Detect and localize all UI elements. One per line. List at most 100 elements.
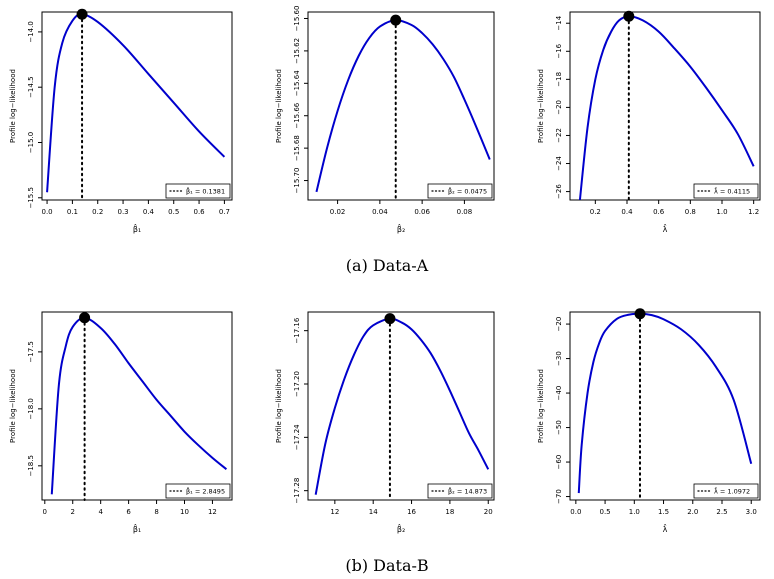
y-axis-title: Profile log−likelihood — [275, 69, 283, 143]
profile-curve — [46, 13, 226, 193]
y-axis-title: Profile log−likelihood — [537, 69, 545, 143]
caption-b: (b) Data-B — [345, 556, 429, 575]
y-axis-title: Profile log−likelihood — [9, 69, 17, 143]
plot-frame — [307, 311, 495, 501]
x-tick-label: 2.5 — [716, 508, 727, 516]
x-tick-label: 1.5 — [658, 508, 669, 516]
y-tick-label: −18 — [555, 72, 563, 87]
y-tick-label: −15.60 — [293, 6, 301, 32]
x-tick-label: 0.5 — [168, 208, 179, 216]
chart-a2: 0.02 0.04 0.06 0.08 −15.70 −15.68 −15.66 −15.64… — [275, 6, 495, 234]
y-tick-label: −30 — [555, 351, 563, 366]
y-tick-label: −17.5 — [27, 341, 35, 362]
x-tick-label: 12 — [208, 508, 217, 516]
x-tick-label: 20 — [484, 508, 493, 516]
x-tick-label: 0.0 — [41, 208, 52, 216]
x-tick-label: 0.2 — [590, 208, 601, 216]
x-tick-label: 6 — [126, 508, 131, 516]
x-tick-label: 10 — [180, 508, 189, 516]
mle-point — [76, 8, 88, 20]
x-tick-label: 8 — [154, 508, 158, 516]
profile-curve — [314, 317, 490, 495]
legend-box — [693, 483, 759, 499]
x-tick-label: 18 — [445, 508, 454, 516]
x-tick-label: 0.08 — [457, 208, 473, 216]
y-tick-label: −17.28 — [293, 478, 301, 504]
mle-point — [623, 10, 635, 22]
chart-b2: 12 14 16 18 20 −17.28 −17.24 −17.20 −17.16 Profil… — [275, 311, 495, 534]
y-tick-label: −20 — [555, 100, 563, 115]
profile-curve — [50, 316, 228, 495]
x-axis-title: β̂₂ — [397, 223, 405, 234]
legend-box — [165, 183, 231, 199]
legend-box — [693, 183, 759, 199]
caption-a: (a) Data-A — [345, 256, 429, 275]
x-tick-label: 0.06 — [414, 208, 430, 216]
plot-frame — [569, 11, 761, 201]
plot-frame — [41, 11, 233, 201]
x-tick-label: 0.7 — [219, 208, 230, 216]
mle-point — [79, 312, 91, 324]
y-tick-label: −40 — [555, 386, 563, 401]
y-tick-label: −70 — [555, 489, 563, 504]
y-tick-label: −15.0 — [27, 132, 35, 153]
y-tick-label: −15.70 — [293, 168, 301, 194]
x-axis-title: λ̂ — [663, 223, 668, 234]
profile-curve — [315, 19, 491, 193]
legend-text: β̂₂ = 14.873 — [448, 486, 487, 495]
y-tick-label: −15.68 — [293, 135, 301, 161]
mle-point — [390, 14, 402, 26]
x-axis-title: β̂₁ — [133, 523, 141, 534]
legend-box — [427, 483, 493, 499]
x-tick-label: 0.02 — [330, 208, 346, 216]
y-tick-label: −14.5 — [27, 76, 35, 97]
x-tick-label: 0.4 — [143, 208, 155, 216]
x-tick-label: 0 — [43, 508, 47, 516]
legend-text: β̂₂ = 0.0475 — [448, 186, 487, 195]
y-tick-label: −22 — [555, 128, 563, 143]
y-tick-label: −17.24 — [293, 424, 301, 450]
plot-frame — [41, 311, 233, 501]
y-axis-title: Profile log−likelihood — [537, 369, 545, 443]
x-tick-label: 0.3 — [117, 208, 128, 216]
y-axis-title: Profile log−likelihood — [9, 369, 17, 443]
profile-curve — [578, 15, 755, 200]
mle-point — [634, 308, 646, 320]
x-tick-label: 1.0 — [629, 508, 640, 516]
y-tick-label: −26 — [555, 184, 563, 199]
chart-a3: 0.2 0.4 0.6 0.8 1.0 1.2 −26 −24 −22 −20 −18 −16 −14 P… — [537, 10, 761, 234]
y-tick-label: −24 — [555, 156, 563, 171]
y-tick-label: −15.62 — [293, 38, 301, 64]
x-tick-label: 2.0 — [687, 508, 698, 516]
y-tick-label: −16 — [555, 43, 563, 58]
plot-frame — [307, 11, 495, 201]
y-tick-label: −50 — [555, 420, 563, 435]
y-tick-label: −17.20 — [293, 371, 301, 397]
x-tick-label: 0.8 — [685, 208, 696, 216]
legend-text: β̂₁ = 2.8495 — [186, 486, 225, 495]
mle-point — [384, 313, 396, 325]
x-tick-label: 4 — [98, 508, 103, 516]
legend-text: λ̂ = 0.4115 — [714, 186, 750, 195]
y-tick-label: −14.0 — [27, 21, 35, 42]
x-tick-label: 3.0 — [746, 508, 757, 516]
legend-box — [165, 483, 231, 499]
x-tick-label: 0.6 — [193, 208, 205, 216]
x-axis-title: β̂₂ — [397, 523, 405, 534]
y-tick-label: −18.5 — [27, 455, 35, 476]
x-tick-label: 1.2 — [748, 208, 759, 216]
plot-frame — [569, 311, 761, 501]
y-tick-label: −14 — [555, 15, 563, 30]
y-tick-label: −15.64 — [293, 70, 301, 96]
x-tick-label: 0.2 — [92, 208, 103, 216]
legend-box — [427, 183, 493, 199]
x-tick-label: 0.4 — [621, 208, 633, 216]
x-tick-label: 0.04 — [372, 208, 388, 216]
x-tick-label: 14 — [369, 508, 378, 516]
legend-text: β̂₁ = 0.1381 — [186, 186, 225, 195]
y-axis-title: Profile log−likelihood — [275, 369, 283, 443]
legend-text: λ̂ = 1.0972 — [714, 486, 750, 495]
profile-curve — [577, 312, 753, 494]
x-axis-title: λ̂ — [663, 523, 668, 534]
